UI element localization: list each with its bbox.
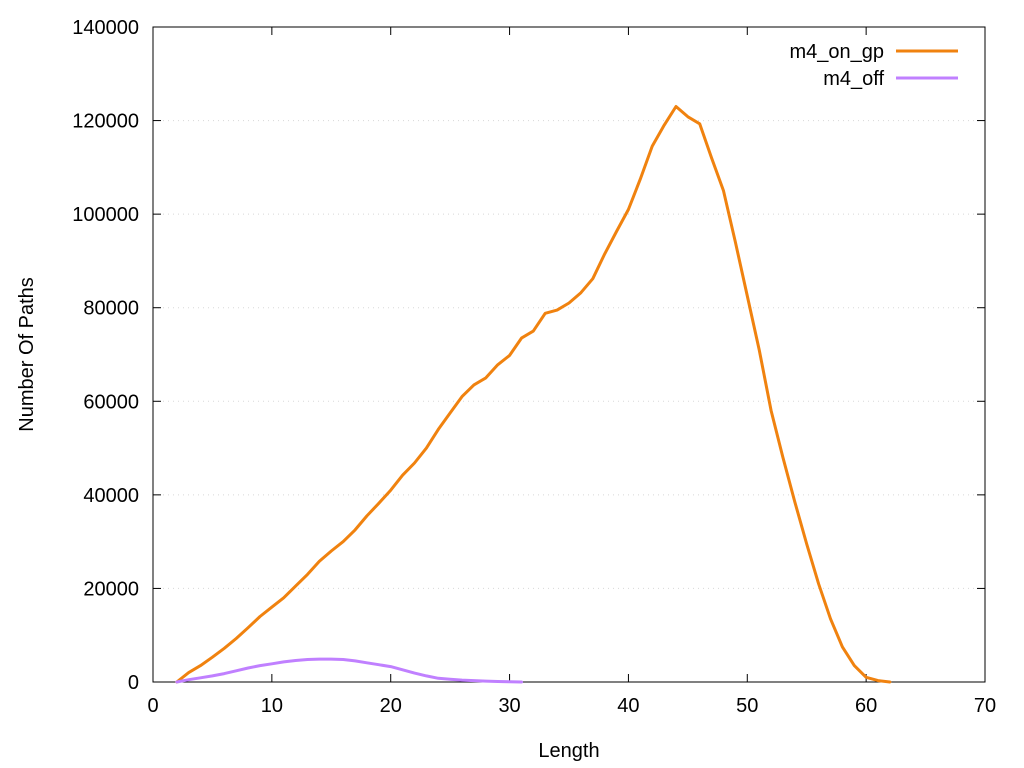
x-tick-label: 70 bbox=[974, 695, 996, 717]
gridlines bbox=[153, 120, 985, 589]
y-tick-label: 40000 bbox=[83, 485, 139, 507]
y-tick-label: 80000 bbox=[83, 298, 139, 320]
series-lines bbox=[175, 105, 892, 684]
y-tick-label: 140000 bbox=[72, 17, 139, 39]
legend-label: m4_on_gp bbox=[789, 41, 884, 63]
x-axis: 0 10 20 30 40 50 60 70 bbox=[147, 27, 996, 717]
x-tick-label: 30 bbox=[498, 695, 520, 717]
x-axis-title: Length bbox=[538, 740, 599, 762]
x-tick-label: 50 bbox=[736, 695, 758, 717]
x-tick-label: 60 bbox=[855, 695, 877, 717]
y-tick-label: 0 bbox=[128, 672, 139, 694]
legend: m4_on_gp m4_off bbox=[789, 41, 958, 90]
y-tick-label: 60000 bbox=[83, 391, 139, 413]
y-tick-label: 100000 bbox=[72, 204, 139, 226]
y-axis: 0 20000 40000 60000 80000 100000 120000 140000 bbox=[72, 17, 985, 694]
x-tick-label: 0 bbox=[147, 695, 158, 717]
x-tick-label: 40 bbox=[617, 695, 639, 717]
y-tick-label: 20000 bbox=[83, 578, 139, 600]
plot-frame bbox=[152, 26, 986, 683]
x-tick-label: 20 bbox=[380, 695, 402, 717]
series-line-m4_on_gp bbox=[175, 105, 892, 684]
x-tick-label: 10 bbox=[261, 695, 283, 717]
legend-label: m4_off bbox=[823, 68, 884, 90]
y-axis-title: Number Of Paths bbox=[16, 277, 38, 432]
series-line-m4_off bbox=[175, 657, 523, 684]
y-tick-label: 120000 bbox=[72, 111, 139, 133]
